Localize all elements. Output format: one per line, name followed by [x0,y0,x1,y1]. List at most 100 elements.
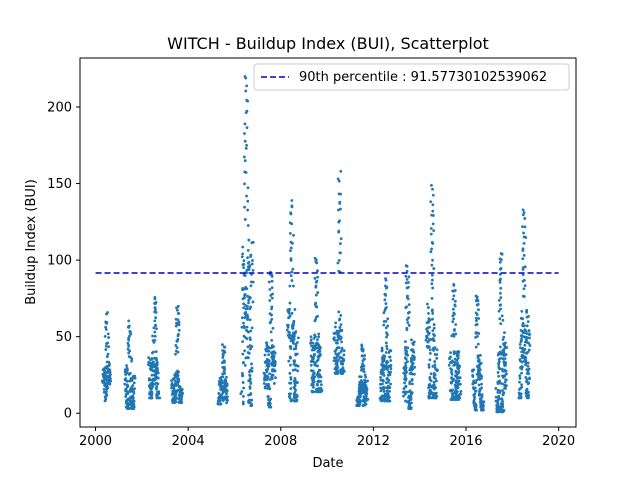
bui-point [382,390,386,393]
bui-point [288,345,292,348]
bui-point [502,409,506,412]
bui-point [525,311,528,314]
bui-point [342,370,346,373]
bui-point [433,363,437,367]
bui-point [431,364,435,368]
bui-point [248,338,252,342]
bui-point [102,387,106,391]
bui-point [524,359,528,362]
bui-point [246,99,250,103]
bui-point [314,260,318,263]
bui-point [221,375,225,379]
bui-point [264,347,268,351]
bui-point [379,389,383,393]
bui-point [125,364,128,367]
bui-point [317,374,320,378]
bui-point [459,382,462,386]
bui-point [409,395,413,399]
bui-point [291,325,294,329]
bui-point [526,350,530,354]
bui-point [313,375,317,379]
bui-point [429,250,433,254]
bui-point [267,280,271,284]
bui-point [475,408,479,412]
bui-point [124,387,128,391]
bui-point [295,394,299,398]
bui-point [430,273,434,277]
bui-point [407,323,411,327]
bui-point [387,396,391,400]
bui-point [125,371,129,375]
bui-point [364,396,368,400]
bui-point [503,380,507,384]
bui-point [501,400,504,403]
bui-point [521,347,524,351]
bui-point [262,382,266,385]
bui-point [174,400,178,404]
bui-point [177,380,180,384]
bui-point [219,402,222,406]
bui-point [245,268,249,272]
bui-point [176,369,179,373]
bui-point [501,389,504,392]
bui-point [503,357,507,360]
bui-point [177,332,180,336]
bui-point [247,238,251,242]
bui-point [383,399,387,403]
bui-point [286,325,290,329]
bui-point [431,193,435,197]
bui-point [428,348,432,352]
bui-point [504,361,507,365]
bui-point [316,314,319,318]
bui-point [225,389,229,393]
bui-point [107,345,111,349]
bui-point [224,385,227,388]
bui-point [337,331,340,335]
bui-point [309,341,312,345]
bui-point [128,379,132,383]
bui-point [263,376,266,380]
bui-point [177,328,181,332]
bui-point [248,264,252,267]
bui-point [148,386,152,390]
bui-point [383,292,387,296]
bui-point [480,382,483,386]
bui-point [453,289,457,292]
bui-point [411,361,415,365]
bui-point [526,393,530,397]
bui-point [389,370,392,374]
bui-point [528,344,532,347]
bui-point [293,379,297,382]
bui-point [497,365,501,369]
bui-point [337,318,341,322]
bui-point [387,399,390,403]
bui-point [267,362,271,366]
bui-point [292,233,295,237]
bui-point [449,351,453,355]
bui-point [427,344,431,348]
bui-point [424,338,428,342]
bui-point [408,382,412,386]
bui-point [361,349,365,353]
bui-point [480,386,483,390]
bui-point [384,302,388,305]
bui-point [241,263,245,267]
bui-point [242,302,245,306]
bui-point [268,299,272,302]
bui-point [451,320,455,324]
bui-point [406,321,410,325]
bui-point [131,376,135,380]
bui-point [129,332,133,336]
bui-point [388,386,392,390]
bui-point [408,406,412,410]
bui-point [104,325,107,329]
bui-point [314,301,318,305]
bui-point [104,344,108,348]
bui-point [243,159,247,163]
bui-point [248,370,251,374]
bui-point [246,351,250,354]
bui-point [410,368,413,372]
bui-point [404,357,408,361]
bui-point [518,376,522,380]
bui-point [152,340,156,344]
